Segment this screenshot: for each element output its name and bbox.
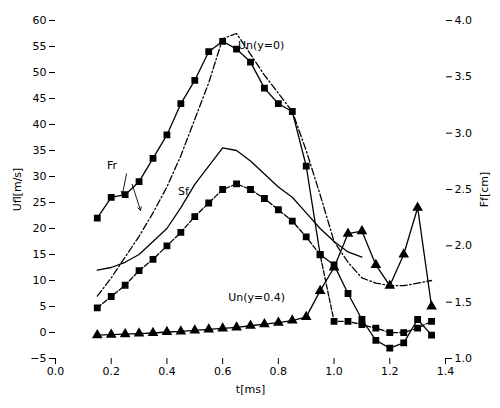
svg-text:35: 35 xyxy=(33,144,47,157)
svg-text:3.5: 3.5 xyxy=(455,70,473,83)
svg-text:2.5: 2.5 xyxy=(455,183,473,196)
svg-text:0.4: 0.4 xyxy=(158,365,176,378)
svg-text:2.0: 2.0 xyxy=(455,239,473,252)
svg-text:30: 30 xyxy=(33,170,47,183)
svg-text:Ufl[m/s]: Ufl[m/s] xyxy=(11,168,24,212)
svg-text:20: 20 xyxy=(33,222,47,235)
svg-text:0.6: 0.6 xyxy=(214,365,232,378)
svg-text:50: 50 xyxy=(33,66,47,79)
svg-text:Ff[cm]: Ff[cm] xyxy=(478,172,491,208)
svg-text:4.0: 4.0 xyxy=(455,14,473,27)
svg-text:25: 25 xyxy=(33,196,47,209)
svg-text:t[ms]: t[ms] xyxy=(236,383,265,396)
svg-text:Fr: Fr xyxy=(107,159,118,172)
svg-text:1.0: 1.0 xyxy=(325,365,343,378)
svg-text:40: 40 xyxy=(33,118,47,131)
svg-text:1.5: 1.5 xyxy=(455,296,473,309)
svg-text:1.4: 1.4 xyxy=(437,365,455,378)
svg-text:3.0: 3.0 xyxy=(455,127,473,140)
svg-text:1.0: 1.0 xyxy=(455,352,473,365)
svg-text:Sf: Sf xyxy=(178,185,190,198)
svg-text:Un(y=0): Un(y=0) xyxy=(238,39,284,52)
svg-text:60: 60 xyxy=(33,14,47,27)
svg-text:0: 0 xyxy=(40,326,47,339)
svg-text:1.2: 1.2 xyxy=(381,365,399,378)
svg-text:0.0: 0.0 xyxy=(47,365,65,378)
svg-text:10: 10 xyxy=(33,274,47,287)
svg-text:0.2: 0.2 xyxy=(102,365,120,378)
svg-text:−5: −5 xyxy=(30,352,46,365)
svg-text:Un(y=0.4): Un(y=0.4) xyxy=(228,291,285,304)
svg-text:0.8: 0.8 xyxy=(270,365,288,378)
svg-text:55: 55 xyxy=(33,40,47,53)
svg-text:5: 5 xyxy=(40,300,47,313)
svg-text:45: 45 xyxy=(33,92,47,105)
svg-text:15: 15 xyxy=(33,248,47,261)
